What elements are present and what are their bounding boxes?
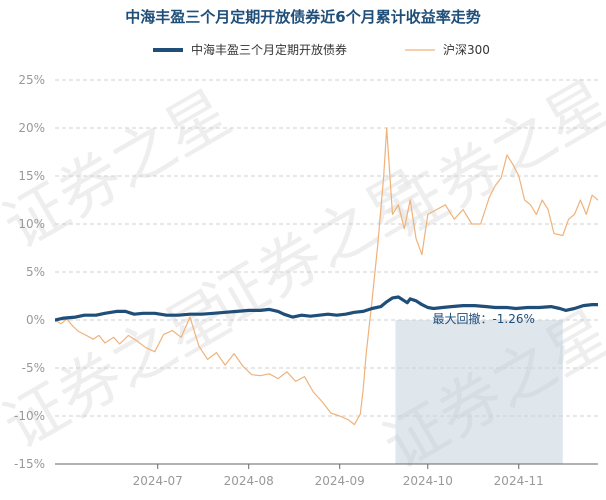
y-tick-label: 15%: [18, 169, 45, 183]
y-tick-label: 0%: [26, 313, 45, 327]
x-tick-label: 2024-08: [224, 474, 274, 488]
x-tick-label: 2024-07: [133, 474, 183, 488]
legend-label: 中海丰盈三个月定期开放债券: [191, 42, 347, 57]
legend-label: 沪深300: [443, 43, 490, 57]
legend[interactable]: 中海丰盈三个月定期开放债券 沪深300: [153, 42, 490, 57]
y-tick-label: -10%: [14, 409, 45, 423]
y-tick-label: -5%: [22, 361, 45, 375]
y-gridlines: -15% -10% -5% 0% 5% 10% 15% 20% 25%: [14, 73, 598, 471]
chart-title: 中海丰盈三个月定期开放债券近6个月累计收益率走势: [125, 8, 480, 26]
y-tick-label: 5%: [26, 265, 45, 279]
legend-item-benchmark[interactable]: 沪深300: [405, 43, 490, 57]
x-tick-label: 2024-09: [315, 474, 365, 488]
max-drawdown-shade: [395, 320, 563, 464]
series-layer: [55, 127, 598, 426]
legend-item-fund[interactable]: 中海丰盈三个月定期开放债券: [153, 42, 347, 57]
y-tick-label: 25%: [18, 73, 45, 87]
y-tick-label: 10%: [18, 217, 45, 231]
x-tick-label: 2024-10: [403, 474, 453, 488]
x-tick-label: 2024-11: [494, 474, 544, 488]
x-axis: 2024-07 2024-08 2024-09 2024-10 2024-11: [55, 463, 598, 488]
y-tick-label: 20%: [18, 121, 45, 135]
y-tick-label: -15%: [14, 457, 45, 471]
fund-series-line: [55, 295, 598, 322]
benchmark-series-line: [55, 127, 598, 426]
max-drawdown-label: 最大回撤：-1.26%: [432, 311, 534, 326]
